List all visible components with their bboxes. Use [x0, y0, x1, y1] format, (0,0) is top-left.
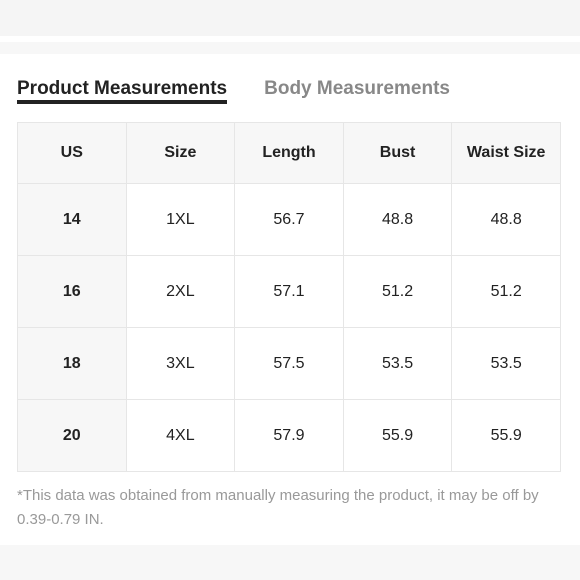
- section-divider: [0, 42, 580, 54]
- column-header-waist-size: Waist Size: [451, 122, 561, 184]
- measurement-tabs: Product Measurements Body Measurements: [17, 76, 450, 106]
- size-cell: 3XL: [125, 327, 236, 400]
- length-cell: 57.5: [234, 327, 344, 400]
- table-header-row: US Size Length Bust Waist Size: [17, 122, 561, 184]
- waist-size-cell: 53.5: [451, 327, 561, 400]
- waist-size-cell: 55.9: [451, 399, 561, 472]
- measurement-disclaimer: *This data was obtained from manually me…: [17, 487, 539, 528]
- bust-cell: 48.8: [342, 183, 453, 256]
- length-cell: 57.1: [234, 255, 344, 328]
- bust-cell: 53.5: [342, 327, 453, 400]
- tab-body-measurements[interactable]: Body Measurements: [264, 78, 450, 99]
- size-cell: 2XL: [125, 255, 236, 328]
- table-row: 20 4XL 57.9 55.9 55.9: [17, 399, 561, 472]
- size-chart-table: US Size Length Bust Waist Size 14 1XL 56…: [17, 122, 561, 472]
- us-size-cell: 20: [17, 399, 127, 472]
- bottom-band: [0, 545, 580, 580]
- column-header-us: US: [17, 122, 127, 184]
- top-band: [0, 0, 580, 36]
- column-header-size: Size: [125, 122, 236, 184]
- table-row: 16 2XL 57.1 51.2 51.2: [17, 255, 561, 328]
- bust-cell: 51.2: [342, 255, 453, 328]
- us-size-cell: 14: [17, 183, 127, 256]
- waist-size-cell: 48.8: [451, 183, 561, 256]
- length-cell: 57.9: [234, 399, 344, 472]
- column-header-length: Length: [234, 122, 344, 184]
- us-size-cell: 18: [17, 327, 127, 400]
- table-row: 14 1XL 56.7 48.8 48.8: [17, 183, 561, 256]
- us-size-cell: 16: [17, 255, 127, 328]
- waist-size-cell: 51.2: [451, 255, 561, 328]
- length-cell: 56.7: [234, 183, 344, 256]
- column-header-bust: Bust: [342, 122, 453, 184]
- tab-product-measurements[interactable]: Product Measurements: [17, 76, 228, 104]
- bust-cell: 55.9: [342, 399, 453, 472]
- table-row: 18 3XL 57.5 53.5 53.5: [17, 327, 561, 400]
- size-cell: 4XL: [125, 399, 236, 472]
- size-cell: 1XL: [125, 183, 236, 256]
